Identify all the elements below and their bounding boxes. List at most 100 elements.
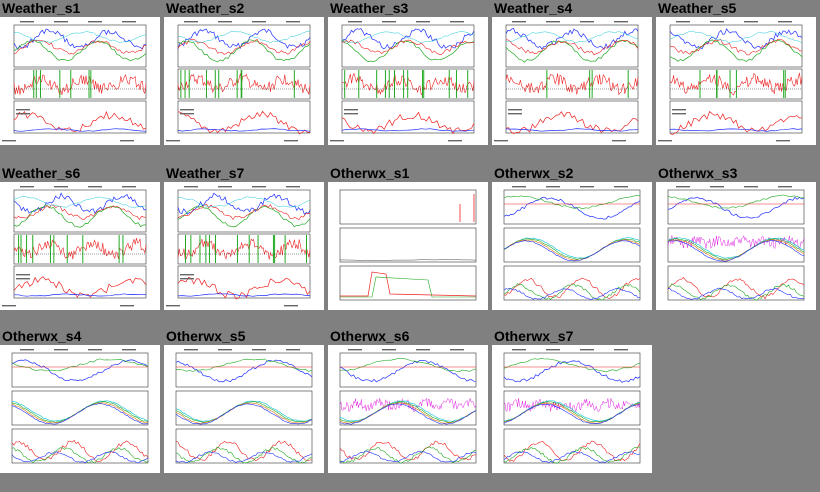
series-line-cyan: [177, 31, 310, 43]
micro-label: [382, 21, 396, 23]
plot-thumbnail-image: [503, 349, 641, 464]
series-line-blue: [503, 240, 641, 262]
panel-middle: [175, 390, 313, 426]
tile-title[interactable]: Weather_s4: [494, 0, 573, 16]
series-line-blue: [503, 403, 641, 425]
series-line-green: [13, 204, 147, 228]
micro-label: [286, 21, 300, 23]
series-line-red: [339, 440, 477, 461]
plot-thumbnail[interactable]: [164, 182, 324, 310]
plot-thumbnail-image: [339, 189, 477, 301]
micro-label: [120, 305, 134, 307]
series-line-blue: [175, 403, 313, 425]
series-line-blue: [14, 293, 147, 297]
micro-label: [580, 21, 594, 23]
series-line-blue: [503, 287, 641, 301]
series-line-orange: [175, 402, 313, 424]
micro-label: [166, 305, 180, 307]
micro-label: [344, 113, 358, 115]
plot-thumbnail[interactable]: [492, 17, 652, 145]
series-line-red: [13, 276, 147, 298]
tile-title[interactable]: Otherwx_s2: [494, 165, 574, 181]
tile-title[interactable]: Otherwx_s3: [658, 165, 738, 181]
series-line-cyan: [13, 31, 147, 43]
panel-top: [175, 352, 313, 388]
micro-label: [184, 21, 198, 23]
plot-thumbnail[interactable]: [328, 182, 488, 310]
tile-title[interactable]: Weather_s5: [658, 0, 737, 16]
tile-title[interactable]: Otherwx_s6: [330, 328, 410, 344]
series-line-blue: [667, 240, 805, 262]
plot-thumbnail[interactable]: [0, 182, 160, 310]
micro-label: [122, 21, 136, 23]
panel-top: [339, 352, 477, 388]
plot-thumbnail[interactable]: [0, 17, 160, 145]
plot-thumbnail[interactable]: [492, 345, 652, 473]
plot-thumbnail[interactable]: [492, 182, 652, 310]
series-line-cyan: [341, 30, 475, 43]
plot-thumbnail-image: [166, 21, 311, 142]
series-line-blue: [669, 128, 803, 132]
panel-top: [505, 24, 639, 68]
plot-thumbnail[interactable]: [0, 345, 160, 473]
tile-title[interactable]: Otherwx_s4: [2, 328, 82, 344]
series-line-green: [11, 358, 149, 372]
micro-label: [286, 186, 300, 188]
tile-title[interactable]: Weather_s1: [2, 0, 81, 16]
panel-middle: [13, 233, 147, 265]
series-line-green: [503, 357, 641, 373]
micro-label: [778, 21, 792, 23]
micro-label: [184, 349, 198, 351]
series-line-cyan: [13, 196, 147, 208]
micro-label: [580, 349, 594, 351]
series-line-red: [13, 204, 146, 221]
plot-thumbnail[interactable]: [164, 17, 324, 145]
micro-label: [612, 140, 626, 142]
micro-label: [54, 349, 68, 351]
panel-middle: [11, 390, 149, 426]
series-line-magenta: [339, 397, 477, 413]
series-line-blue: [503, 196, 641, 220]
tile-title[interactable]: Weather_s7: [166, 165, 245, 181]
micro-label: [776, 140, 790, 142]
series-line-blue: [11, 359, 149, 382]
series-line-red: [13, 110, 147, 133]
micro-label: [512, 349, 526, 351]
micro-label: [218, 21, 232, 23]
micro-label: [184, 186, 198, 188]
tile-title[interactable]: Weather_s3: [330, 0, 409, 16]
series-line-orange: [339, 402, 477, 424]
plot-thumbnail[interactable]: [164, 345, 324, 473]
series-line-green: [667, 194, 805, 209]
plot-thumbnail-image: [339, 349, 477, 464]
tile-title[interactable]: Otherwx_s7: [494, 328, 574, 344]
series-line-green: [13, 39, 147, 61]
micro-label: [344, 109, 358, 111]
series-line-blue: [505, 128, 639, 132]
series-line-red: [177, 276, 311, 300]
panel-bottom: [13, 265, 147, 299]
tile-title[interactable]: Otherwx_s1: [330, 165, 410, 181]
panel-bottom: [177, 265, 311, 299]
micro-label: [614, 186, 628, 188]
tile-title[interactable]: Weather_s6: [2, 165, 81, 181]
plot-thumbnail-image: [330, 21, 475, 142]
micro-label: [416, 21, 430, 23]
micro-label: [286, 349, 300, 351]
micro-label: [20, 21, 34, 23]
tile-title[interactable]: Otherwx_s5: [166, 328, 246, 344]
series-line-green: [503, 238, 641, 260]
plot-thumbnail[interactable]: [328, 345, 488, 473]
series-line-blue: [13, 128, 147, 132]
series-line-red: [177, 73, 311, 95]
panel-middle: [503, 390, 641, 426]
plot-thumbnail[interactable]: [328, 17, 488, 145]
micro-label: [382, 349, 396, 351]
plot-thumbnail[interactable]: [656, 182, 816, 310]
tile-title[interactable]: Weather_s2: [166, 0, 245, 16]
plot-thumbnail[interactable]: [656, 17, 816, 145]
series-line-blue: [667, 196, 805, 219]
panel-top: [339, 189, 477, 225]
panel-top: [669, 24, 803, 68]
series-line-orange: [503, 239, 641, 261]
